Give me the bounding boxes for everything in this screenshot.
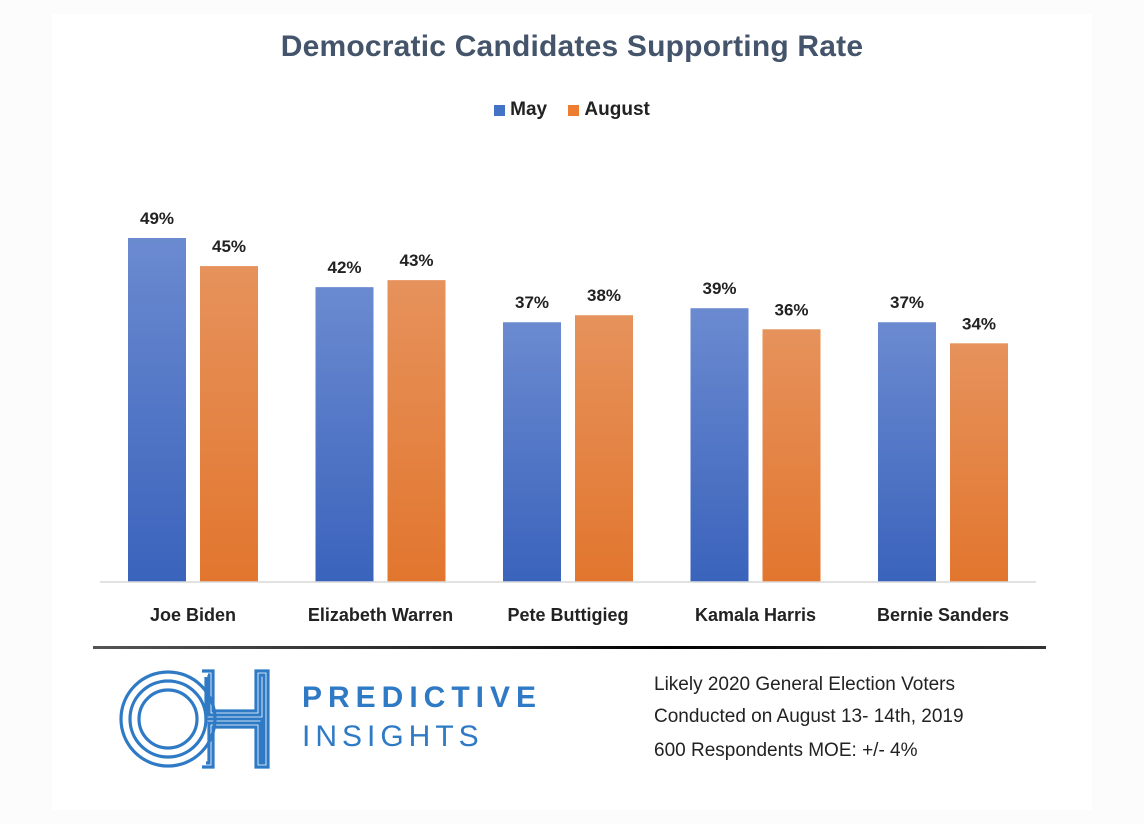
data-label-joe-biden-august: 45%: [212, 237, 246, 256]
bar-bernie-sanders-may: [878, 322, 936, 582]
bar-bernie-sanders-august: [950, 343, 1008, 582]
oh-logo-icon: [119, 669, 270, 769]
divider-line: [93, 646, 1046, 649]
brand-name-line2: INSIGHTS: [302, 720, 484, 753]
data-label-joe-biden-may: 49%: [140, 209, 174, 228]
bar-elizabeth-warren-may: [315, 287, 374, 582]
bar-joe-biden-august: [200, 266, 258, 582]
category-label-pete-buttigieg: Pete Buttigieg: [507, 605, 628, 625]
category-labels: Joe Biden Elizabeth Warren Pete Buttigieg K…: [150, 605, 1009, 625]
data-label-elizabeth-warren-august: 43%: [399, 251, 433, 270]
bar-kamala-harris-august: [762, 329, 821, 582]
data-label-bernie-sanders-may: 37%: [890, 293, 924, 312]
bar-pete-buttigieg-may: [503, 322, 561, 582]
data-label-elizabeth-warren-may: 42%: [327, 258, 361, 277]
legend: May August: [0, 99, 1144, 122]
legend-item-may: May: [494, 99, 547, 121]
data-label-kamala-harris-august: 36%: [774, 300, 808, 319]
survey-note-dates: Conducted on August 13- 14th, 2019: [654, 706, 964, 727]
survey-note-respondents: 600 Respondents MOE: +/- 4%: [654, 740, 918, 761]
legend-swatch-may: [494, 104, 506, 116]
legend-label-august: August: [584, 99, 650, 120]
bar-kamala-harris-may: [690, 308, 749, 582]
bar-elizabeth-warren-august: [387, 280, 446, 582]
legend-label-may: May: [510, 99, 548, 120]
bar-joe-biden-may: [128, 238, 186, 582]
chart-title: Democratic Candidates Supporting Rate: [280, 30, 864, 63]
legend-swatch-august: [568, 104, 580, 116]
bar-chart: 49% 45% 42% 43% 37% 38% 39% 36% 37% 34% Joe Biden…: [100, 209, 1036, 625]
survey-note-voters: Likely 2020 General Election Voters: [654, 674, 956, 695]
category-label-kamala-harris: Kamala Harris: [695, 605, 816, 625]
category-label-bernie-sanders: Bernie Sanders: [877, 605, 1009, 625]
bar-pete-buttigieg-august: [575, 315, 633, 582]
data-label-kamala-harris-may: 39%: [702, 279, 736, 298]
category-label-elizabeth-warren: Elizabeth Warren: [308, 605, 453, 625]
data-label-bernie-sanders-august: 34%: [962, 314, 996, 333]
data-label-pete-buttigieg-may: 37%: [515, 293, 549, 312]
brand-name-line1: PREDICTIVE: [302, 681, 543, 714]
data-label-pete-buttigieg-august: 38%: [587, 286, 621, 305]
legend-item-august: August: [568, 99, 650, 121]
bars-group: 49% 45% 42% 43% 37% 38% 39% 36% 37% 34%: [128, 209, 1008, 582]
category-label-joe-biden: Joe Biden: [150, 605, 236, 625]
